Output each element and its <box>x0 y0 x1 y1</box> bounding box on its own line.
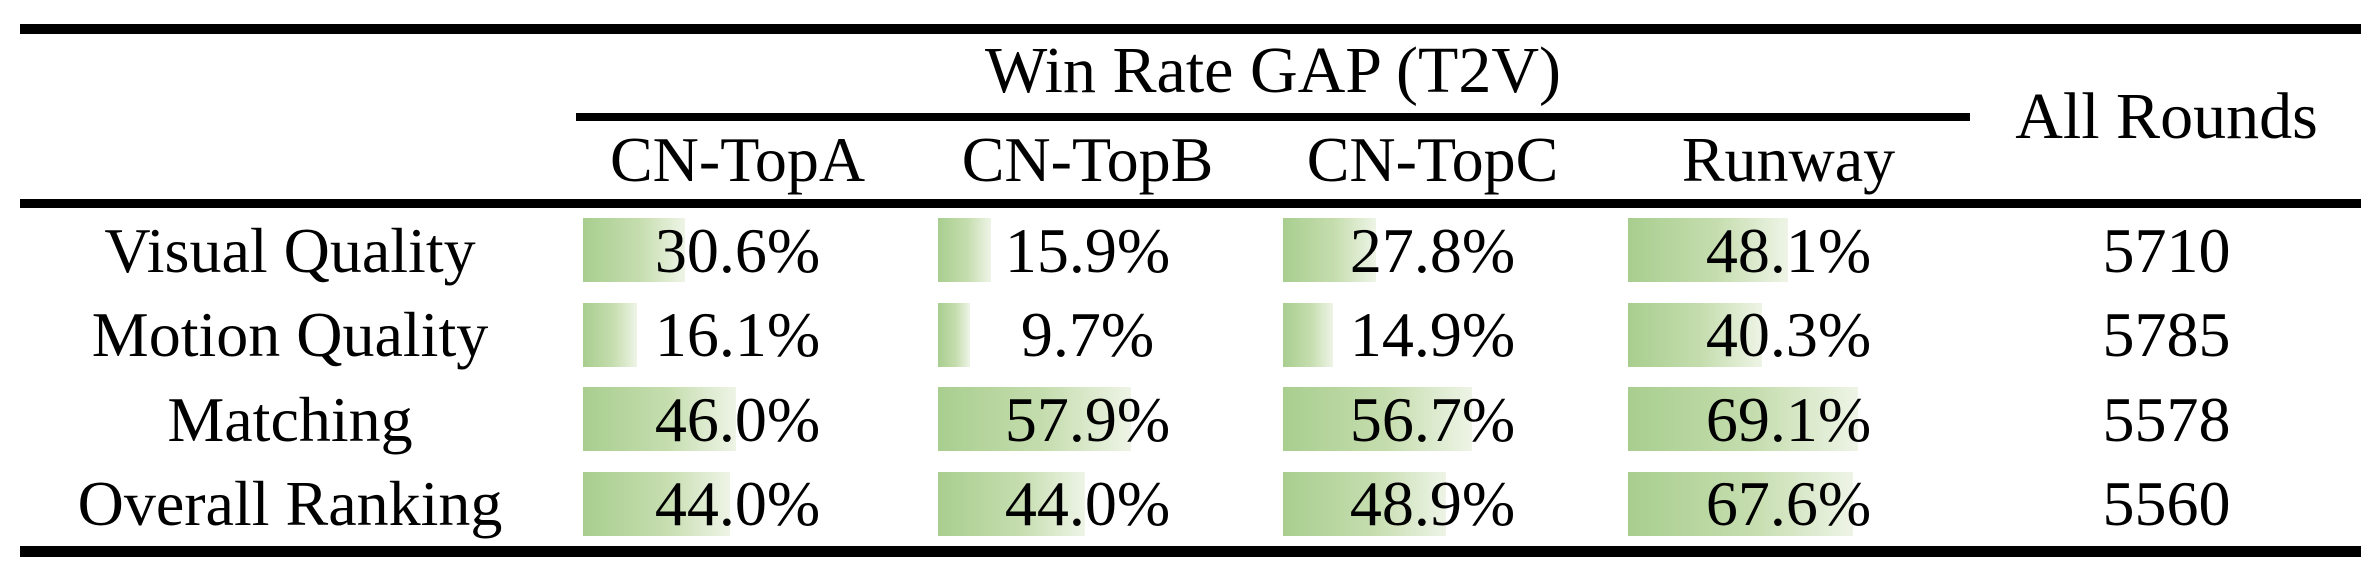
percent-value: 16.1% <box>654 299 821 370</box>
win-rate-cell: 27.8% <box>1260 208 1605 293</box>
data-bar <box>938 302 971 367</box>
data-bar <box>1283 387 1472 451</box>
header-body-rule <box>20 199 2361 208</box>
win-rate-cell: 44.0% <box>915 462 1260 547</box>
data-bar <box>1628 471 1854 536</box>
column-header-cn-topa: CN-TopA <box>609 124 866 195</box>
data-bar <box>583 387 737 451</box>
percent-value: 27.8% <box>1349 214 1516 286</box>
win-rate-cell: 46.0% <box>560 377 915 462</box>
percent-value: 69.1% <box>1705 383 1872 455</box>
win-rate-cell: 30.6% <box>560 208 915 293</box>
bottom-rule <box>20 546 2361 557</box>
row-label: Overall Ranking <box>77 468 503 539</box>
column-header-cn-topb: CN-TopB <box>961 124 1214 195</box>
win-rate-cell: 9.7% <box>915 293 1260 378</box>
percent-value: 57.9% <box>1004 383 1171 455</box>
data-bar <box>1628 387 1859 451</box>
percent-value: 40.3% <box>1705 299 1872 370</box>
data-bar <box>1283 302 1333 367</box>
table-row: Visual Quality 30.6% 15.9% 27.8% 48.1% 5710 <box>20 208 2361 293</box>
data-bar <box>1628 302 1763 367</box>
percent-value: 15.9% <box>1004 214 1171 286</box>
row-label: Visual Quality <box>104 214 476 286</box>
table-row: Motion Quality 16.1% 9.7% 14.9% 40.3% 5785 <box>20 293 2361 378</box>
data-bar <box>1283 218 1376 282</box>
win-rate-cell: 69.1% <box>1605 377 1972 462</box>
win-rate-cell: 67.6% <box>1605 462 1972 547</box>
percent-value: 44.0% <box>1004 468 1171 539</box>
column-header-runway: Runway <box>1681 124 1896 195</box>
win-rate-cell: 15.9% <box>915 208 1260 293</box>
percent-value: 46.0% <box>654 383 821 455</box>
column-header-cn-topc: CN-TopC <box>1306 124 1559 195</box>
win-rate-cell: 48.1% <box>1605 208 1972 293</box>
win-rate-cell: 56.7% <box>1260 377 1605 462</box>
win-rate-cell: 57.9% <box>915 377 1260 462</box>
all-rounds-value: 5578 <box>2102 383 2231 455</box>
win-rate-cell: 44.0% <box>560 462 915 547</box>
percent-value: 9.7% <box>1020 299 1155 370</box>
all-rounds-value: 5710 <box>2102 214 2231 286</box>
top-rule <box>20 24 2361 34</box>
percent-value: 67.6% <box>1705 468 1872 539</box>
data-bar <box>1628 218 1789 282</box>
row-label: Motion Quality <box>91 299 489 370</box>
data-bar <box>938 471 1085 536</box>
win-rate-cell: 16.1% <box>560 293 915 378</box>
percent-value: 48.1% <box>1705 214 1872 286</box>
all-rounds-value: 5785 <box>2102 299 2231 370</box>
table-row: Matching 46.0% 57.9% 56.7% 69.1% 5578 <box>20 377 2361 462</box>
data-bar <box>1283 471 1446 536</box>
percent-value: 44.0% <box>654 468 821 539</box>
data-bar <box>583 218 685 282</box>
percent-value: 14.9% <box>1349 299 1516 370</box>
percent-value: 30.6% <box>654 214 821 286</box>
column-header-all-rounds: All Rounds <box>2015 79 2318 153</box>
data-bar <box>583 302 637 367</box>
data-bar <box>583 471 730 536</box>
win-rate-cell: 48.9% <box>1260 462 1605 547</box>
win-rate-cell: 40.3% <box>1605 293 1972 378</box>
percent-value: 56.7% <box>1349 383 1516 455</box>
table-row: Overall Ranking 44.0% 44.0% 48.9% 67.6% 5560 <box>20 462 2361 547</box>
data-bar <box>938 218 991 282</box>
row-label: Matching <box>167 383 413 455</box>
win-rate-cell: 14.9% <box>1260 293 1605 378</box>
group-header-win-rate-gap: Win Rate GAP (T2V) <box>985 34 1561 107</box>
percent-value: 48.9% <box>1349 468 1516 539</box>
all-rounds-value: 5560 <box>2102 468 2231 539</box>
data-bar <box>938 387 1131 451</box>
group-header-underline <box>576 113 1970 121</box>
